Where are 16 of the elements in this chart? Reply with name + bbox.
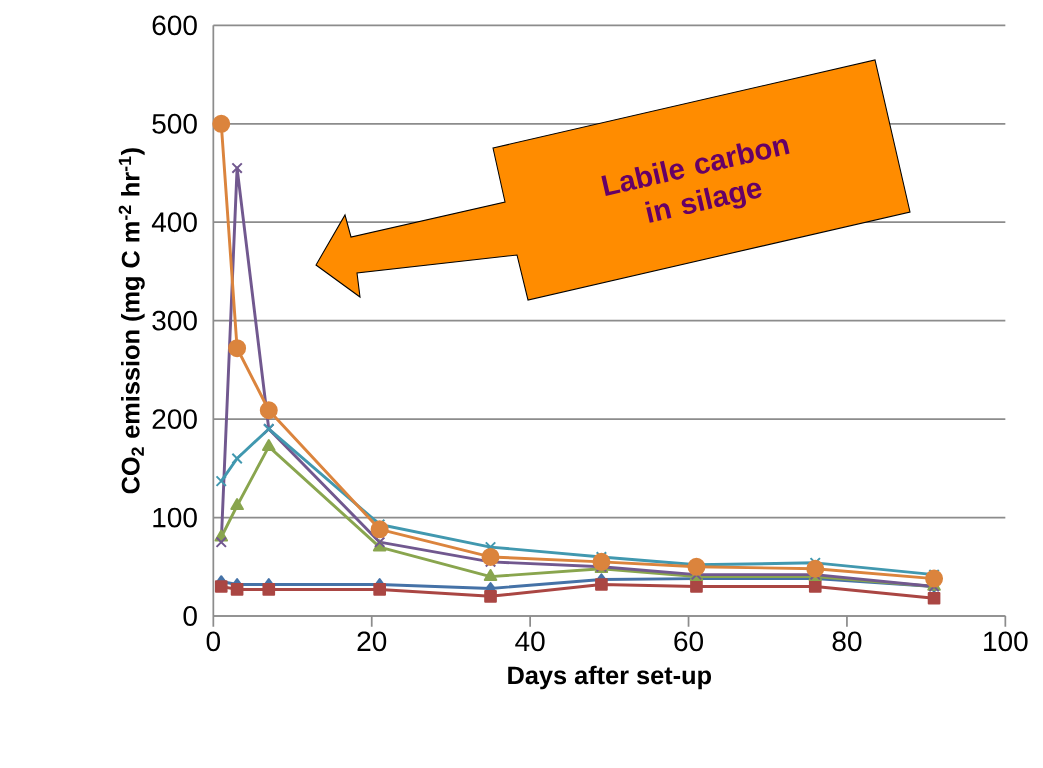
x-tick-label: 20 (357, 631, 387, 652)
annotation: Labile carbon in silage (601, 139, 790, 223)
x-tick-label: 100 (984, 631, 1028, 652)
y-tick-label: 400 (151, 212, 197, 233)
y-tick-label: 300 (152, 310, 197, 331)
y-tick-label: 600 (152, 15, 197, 36)
y-tick-label: 500 (152, 113, 197, 134)
y-tick-label: 0 (183, 606, 197, 626)
y-tick-label: 100 (153, 507, 197, 528)
x-axis-title: Days after set-up (508, 665, 712, 690)
x-tick-label: 0 (206, 631, 221, 652)
x-tick-label: 40 (515, 631, 545, 652)
x-tick-label: 60 (674, 631, 703, 652)
y-tick-label: 200 (152, 409, 197, 430)
y-axis-title: CO$_{2}$ emission (mg C m$^{-2}$ hr$^{-1}$) (118, 148, 145, 494)
x-tick-label: 80 (832, 631, 862, 652)
